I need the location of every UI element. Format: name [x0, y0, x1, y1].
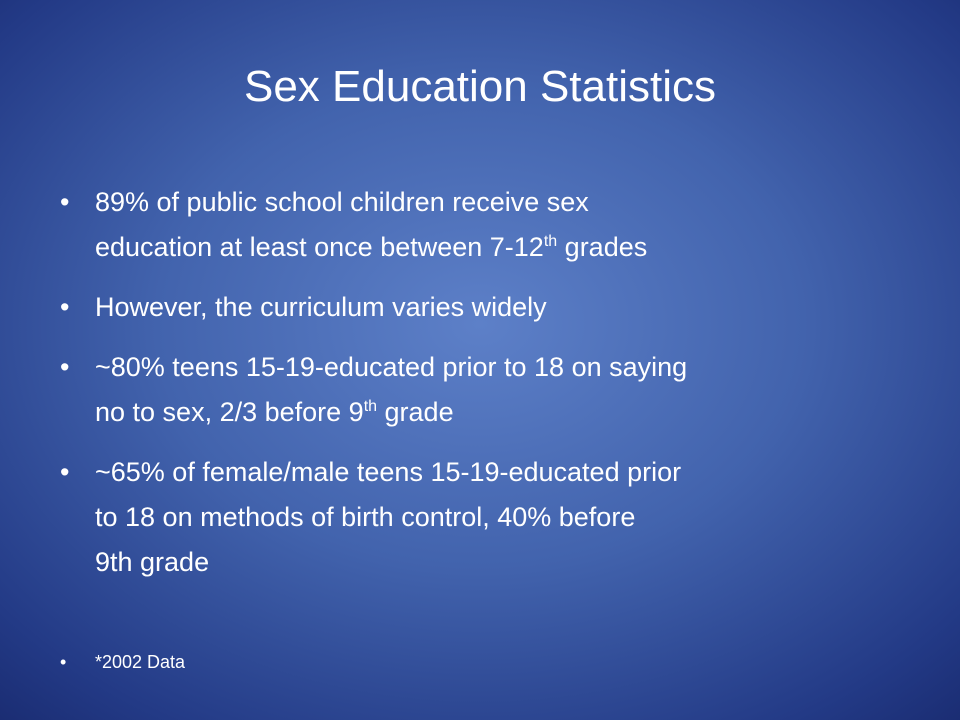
bullet-line: ~65% of female/male teens 15-19-educated…	[95, 450, 920, 495]
bullet-list: 89% of public school children receive se…	[60, 180, 920, 600]
bullet-item: However, the curriculum varies widely	[60, 285, 920, 330]
bullet-text: ~65% of female/male teens 15-19-educated…	[95, 457, 682, 487]
bullet-text: ~80% teens 15-19-educated prior to 18 on…	[95, 352, 688, 382]
bullet-line: no to sex, 2/3 before 9th grade	[95, 390, 920, 435]
bullet-item: ~65% of female/male teens 15-19-educated…	[60, 450, 920, 585]
bullet-line: to 18 on methods of birth control, 40% b…	[95, 495, 920, 540]
bullet-text: 9th grade	[95, 547, 210, 577]
bullet-line: 89% of public school children receive se…	[95, 180, 920, 225]
footnote: *2002 Data	[60, 652, 185, 673]
bullet-text: grade	[377, 397, 454, 427]
bullet-line: ~80% teens 15-19-educated prior to 18 on…	[95, 345, 920, 390]
bullet-line: However, the curriculum varies widely	[95, 285, 920, 330]
bullet-text: no to sex, 2/3 before 9	[95, 397, 364, 427]
superscript: th	[363, 398, 378, 415]
bullet-item: ~80% teens 15-19-educated prior to 18 on…	[60, 345, 920, 435]
bullet-line: 9th grade	[95, 540, 920, 585]
bullet-text: grades	[557, 232, 648, 262]
bullet-line: education at least once between 7-12th g…	[95, 225, 920, 270]
slide-title: Sex Education Statistics	[243, 62, 716, 111]
bullet-text: education at least once between 7-12	[95, 232, 544, 262]
superscript: th	[543, 233, 558, 250]
bullet-item: 89% of public school children receive se…	[60, 180, 920, 270]
bullet-text: However, the curriculum varies widely	[95, 292, 547, 322]
bullet-text: to 18 on methods of birth control, 40% b…	[95, 502, 636, 532]
bullet-text: 89% of public school children receive se…	[95, 187, 589, 217]
